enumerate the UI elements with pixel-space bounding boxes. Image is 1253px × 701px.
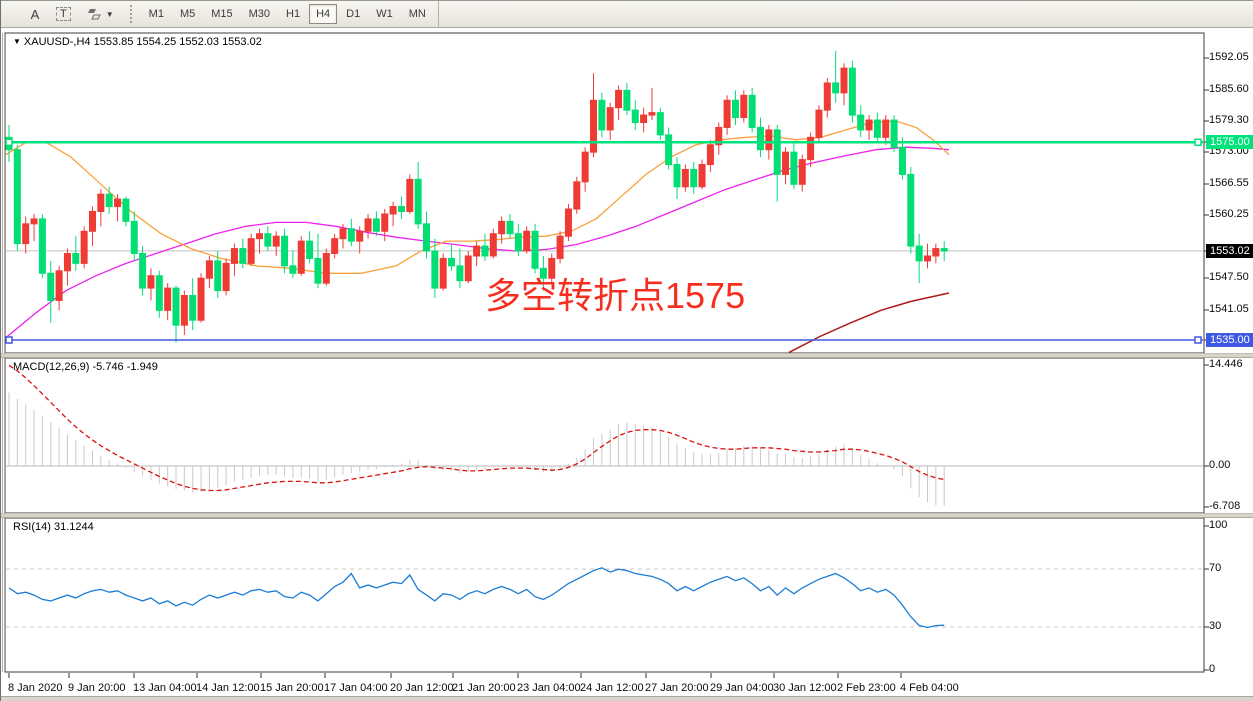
line-handle xyxy=(5,336,13,344)
timeframe-button-mn[interactable]: MN xyxy=(402,4,433,24)
hline-1535[interactable] xyxy=(5,336,1203,344)
rsi-panel[interactable] xyxy=(4,517,1205,673)
time-axis-label: 29 Jan 04:00 xyxy=(710,682,774,694)
text-tool-icon: T xyxy=(56,7,71,21)
splitter-macd-rsi[interactable] xyxy=(1,513,1253,518)
toolbar-separator xyxy=(437,1,439,27)
ma-slow-line xyxy=(5,146,950,339)
time-axis-label: 20 Jan 12:00 xyxy=(390,682,454,694)
macd-values: -5.746 -1.949 xyxy=(92,361,158,373)
timeframe-button-m15[interactable]: M15 xyxy=(204,4,239,24)
line-handle xyxy=(5,138,13,147)
ma-long-line xyxy=(788,292,950,354)
time-axis-label: 30 Jan 12:00 xyxy=(773,682,837,694)
macd-signal-line xyxy=(8,364,945,492)
timeframe-button-d1[interactable]: D1 xyxy=(339,4,367,24)
timeframe-button-group: M1 M5 M15 M30 H1 H4 D1 W1 MN xyxy=(141,4,434,24)
time-axis-label: 21 Jan 20:00 xyxy=(452,682,516,694)
rsi-value: 31.1244 xyxy=(53,521,94,533)
line-handle xyxy=(1194,336,1202,344)
price-marker-label: 1553.02 xyxy=(1206,244,1253,258)
rsi-name: RSI(14) xyxy=(13,521,51,533)
toolbar-grip[interactable] xyxy=(129,5,135,23)
chart-annotation-text[interactable]: 多空转折点1575 xyxy=(485,275,746,316)
time-axis-label: 17 Jan 04:00 xyxy=(324,682,388,694)
chart-ohlc-values: 1553.85 1554.25 1552.03 1553.02 xyxy=(93,36,262,48)
timeframe-button-m5[interactable]: M5 xyxy=(173,4,202,24)
rsi-title: RSI(14) 31.1244 xyxy=(13,521,94,533)
timeframe-button-w1[interactable]: W1 xyxy=(369,4,400,24)
timeframe-button-h1[interactable]: H1 xyxy=(279,4,307,24)
price-axis-label: 1560.25 xyxy=(1209,208,1249,220)
macd-title: MACD(12,26,9) -5.746 -1.949 xyxy=(13,361,158,373)
rsi-line xyxy=(8,567,945,629)
macd-axis-label: 14.446 xyxy=(1209,358,1243,370)
price-marker-label: 1575.00 xyxy=(1206,135,1253,149)
hline-1575[interactable] xyxy=(5,138,1203,147)
text-label-tool-button[interactable]: A xyxy=(23,3,47,25)
timeframe-button-m1[interactable]: M1 xyxy=(142,4,171,24)
time-axis-label: 14 Jan 12:00 xyxy=(196,682,260,694)
time-axis-label: 13 Jan 04:00 xyxy=(133,682,197,694)
chevron-down-icon: ▼ xyxy=(13,37,21,46)
rsi-axis-label: 0 xyxy=(1209,663,1216,675)
time-axis-label: 24 Jan 12:00 xyxy=(580,682,644,694)
price-axis-label: 1547.50 xyxy=(1209,271,1249,283)
time-axis-label: 23 Jan 04:00 xyxy=(517,682,581,694)
rsi-axis-label: 100 xyxy=(1209,519,1228,531)
price-axis-label: 1579.30 xyxy=(1209,114,1249,126)
price-marker-label: 1535.00 xyxy=(1206,333,1253,347)
text-tool-button[interactable]: T xyxy=(49,3,78,25)
macd-axis-label: 0.00 xyxy=(1209,459,1231,471)
chart-title: ▼ XAUUSD-,H4 1553.85 1554.25 1552.03 1553… xyxy=(13,36,262,48)
timeframe-button-h4[interactable]: H4 xyxy=(309,4,338,24)
price-axis-label: 1541.05 xyxy=(1209,303,1249,315)
time-axis-label: 4 Feb 04:00 xyxy=(900,682,959,694)
time-axis-label: 15 Jan 20:00 xyxy=(260,682,324,694)
rsi-axis-label: 70 xyxy=(1209,562,1222,574)
price-axis-label: 1592.05 xyxy=(1209,51,1249,63)
macd-histogram xyxy=(8,392,945,507)
chevron-down-icon: ▼ xyxy=(105,9,114,19)
time-axis-label: 27 Jan 20:00 xyxy=(645,682,709,694)
price-axis-label: 1585.60 xyxy=(1209,83,1249,95)
splitter-main-macd[interactable] xyxy=(1,353,1253,358)
price-axis-label: 1566.55 xyxy=(1209,177,1249,189)
timeframe-button-m30[interactable]: M30 xyxy=(242,4,277,24)
time-axis-label: 9 Jan 20:00 xyxy=(68,682,126,694)
candles-group xyxy=(5,50,948,343)
shapes-icon xyxy=(87,7,103,21)
macd-axis-label: -6.708 xyxy=(1209,500,1241,512)
bottom-strip xyxy=(1,696,1253,701)
chart-symbol: XAUUSD-,H4 xyxy=(23,36,91,48)
rsi-axis-label: 30 xyxy=(1209,620,1222,632)
line-handle xyxy=(1194,138,1202,147)
time-axis-label: 8 Jan 2020 xyxy=(8,682,63,694)
time-axis-label: 2 Feb 23:00 xyxy=(837,682,896,694)
shapes-tool-button[interactable]: ▼ xyxy=(80,3,121,25)
macd-name: MACD(12,26,9) xyxy=(13,361,90,373)
toolbar: A T ▼ M1 M5 M15 M30 H1 H4 D1 W1 MN xyxy=(1,0,1253,28)
